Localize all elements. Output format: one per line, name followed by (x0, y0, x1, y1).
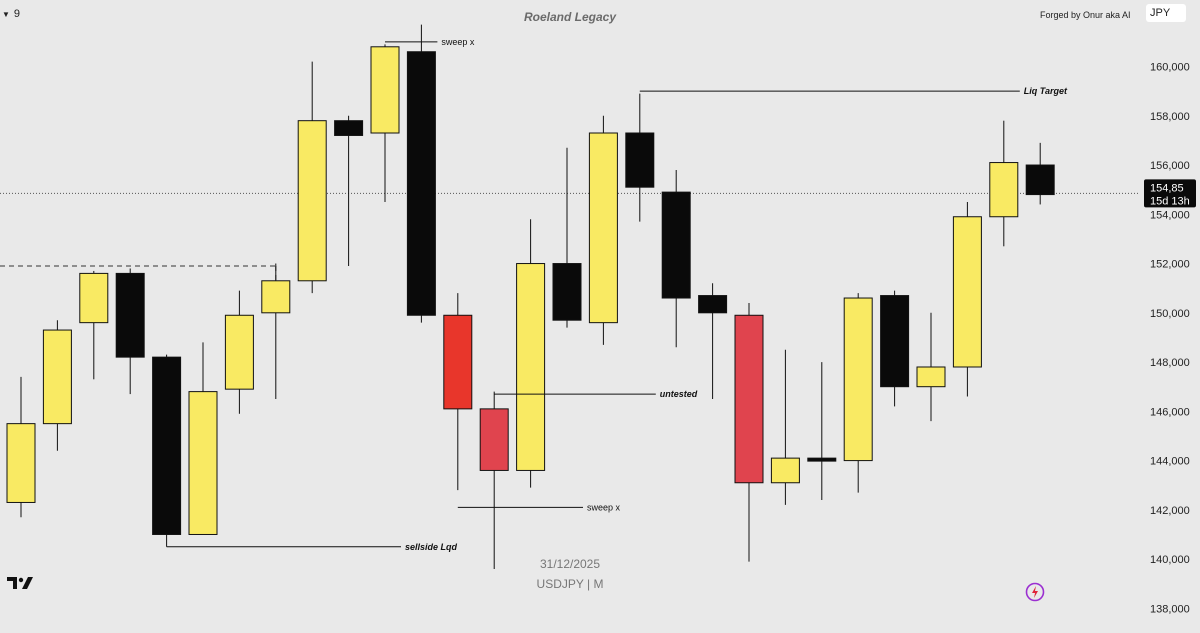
candle (334, 115, 364, 267)
candle-body (843, 297, 873, 462)
candle-body (334, 120, 364, 136)
y-tick-label: 138,000 (1150, 603, 1190, 615)
annotation: untested (494, 389, 698, 399)
annotation-label: sweep x (587, 502, 621, 512)
countdown-label: 15d 13h (1150, 195, 1190, 207)
candle (843, 293, 873, 493)
annotation-label: sweep x (441, 37, 475, 47)
chart-title: Roeland Legacy (523, 10, 617, 24)
date-label: 31/12/2025 (539, 557, 601, 571)
candle (625, 93, 655, 222)
y-tick-label: 158,000 (1150, 111, 1190, 123)
candle-body (79, 272, 109, 324)
y-tick-label: 152,000 (1150, 259, 1190, 271)
candle-body (224, 314, 254, 390)
annotation: sellside Lqd (166, 542, 458, 552)
candle-body (6, 423, 36, 503)
y-tick-label: 142,000 (1150, 505, 1190, 517)
candle-body (625, 132, 655, 188)
lightning-bolt-icon[interactable] (1025, 582, 1045, 602)
candle (297, 61, 327, 294)
candle (770, 349, 800, 505)
current-price-tag (1144, 179, 1196, 208)
candle (443, 293, 473, 491)
candle (370, 44, 400, 202)
indicator-dropdown[interactable]: ▼ 9 (2, 6, 26, 22)
candle-body (42, 329, 72, 425)
candle-body (588, 132, 618, 324)
candle (6, 376, 36, 518)
candle-body (734, 314, 764, 484)
candle (479, 391, 509, 569)
y-tick-label: 156,000 (1150, 160, 1190, 172)
currency-button[interactable]: JPY (1146, 4, 1186, 22)
candle (952, 201, 982, 397)
candle (261, 263, 291, 400)
candle (406, 24, 436, 323)
candle (552, 147, 582, 328)
y-tick-label: 160,000 (1150, 62, 1190, 74)
annotation-label: Liq Target (1024, 86, 1068, 96)
annotation: sweep x (385, 37, 475, 47)
candle (224, 290, 254, 414)
candle (516, 219, 546, 488)
candle-body (443, 314, 473, 410)
y-tick-label: 148,000 (1150, 357, 1190, 369)
candles (6, 24, 1055, 569)
candle-body (479, 408, 509, 471)
candle (698, 283, 728, 400)
candle-body (297, 120, 327, 282)
annotation-label: untested (660, 389, 698, 399)
dropdown-value: 9 (13, 8, 21, 20)
price-axis[interactable]: 138,000 140,000 142,000 144,000 146,000 148,0… (1140, 0, 1200, 633)
candle (588, 115, 618, 345)
candle-body (661, 191, 691, 299)
candle (989, 120, 1019, 247)
candle-body (406, 51, 436, 316)
annotation: Liq Target (639, 86, 1068, 96)
candle (880, 290, 910, 407)
candle (115, 268, 145, 395)
annotation: sweep x (457, 502, 621, 512)
candle (42, 320, 72, 451)
candle-body (516, 263, 546, 471)
y-tick-label: 146,000 (1150, 406, 1190, 418)
candle-body (115, 272, 145, 358)
candle (734, 302, 764, 562)
symbol-label: USDJPY | M (536, 577, 604, 591)
candle-body (261, 280, 291, 314)
candle-body (188, 391, 218, 535)
candle-body (952, 216, 982, 368)
candle (188, 342, 218, 535)
candle-body (152, 356, 182, 535)
candle-body (370, 46, 400, 134)
candle-body (770, 457, 800, 484)
candle-body (880, 295, 910, 388)
y-tick-label: 140,000 (1150, 554, 1190, 566)
candle-body (989, 162, 1019, 218)
candle (79, 270, 109, 380)
tradingview-logo-icon[interactable] (6, 575, 34, 591)
y-tick-label: 150,000 (1150, 308, 1190, 320)
candle-body (698, 295, 728, 314)
candle (661, 169, 691, 348)
candle-body (807, 457, 837, 462)
candle (807, 362, 837, 500)
candle (1025, 142, 1055, 205)
annotation-label: sellside Lqd (405, 542, 458, 552)
candle-body (1025, 164, 1055, 196)
y-tick-label: 144,000 (1150, 456, 1190, 468)
candle (916, 312, 946, 422)
candle-body (552, 263, 582, 321)
axis-background (1140, 0, 1200, 633)
credit-text: Forged by Onur aka AI (1040, 10, 1131, 20)
y-tick-label: 154,000 (1150, 209, 1190, 221)
candle (152, 354, 182, 547)
current-price-label: 154,85 (1150, 182, 1184, 194)
annotations: sweep x Liq Target untested sweep x sellside… (166, 37, 1068, 552)
candle-body (916, 366, 946, 388)
chevron-down-icon: ▼ (2, 9, 10, 19)
